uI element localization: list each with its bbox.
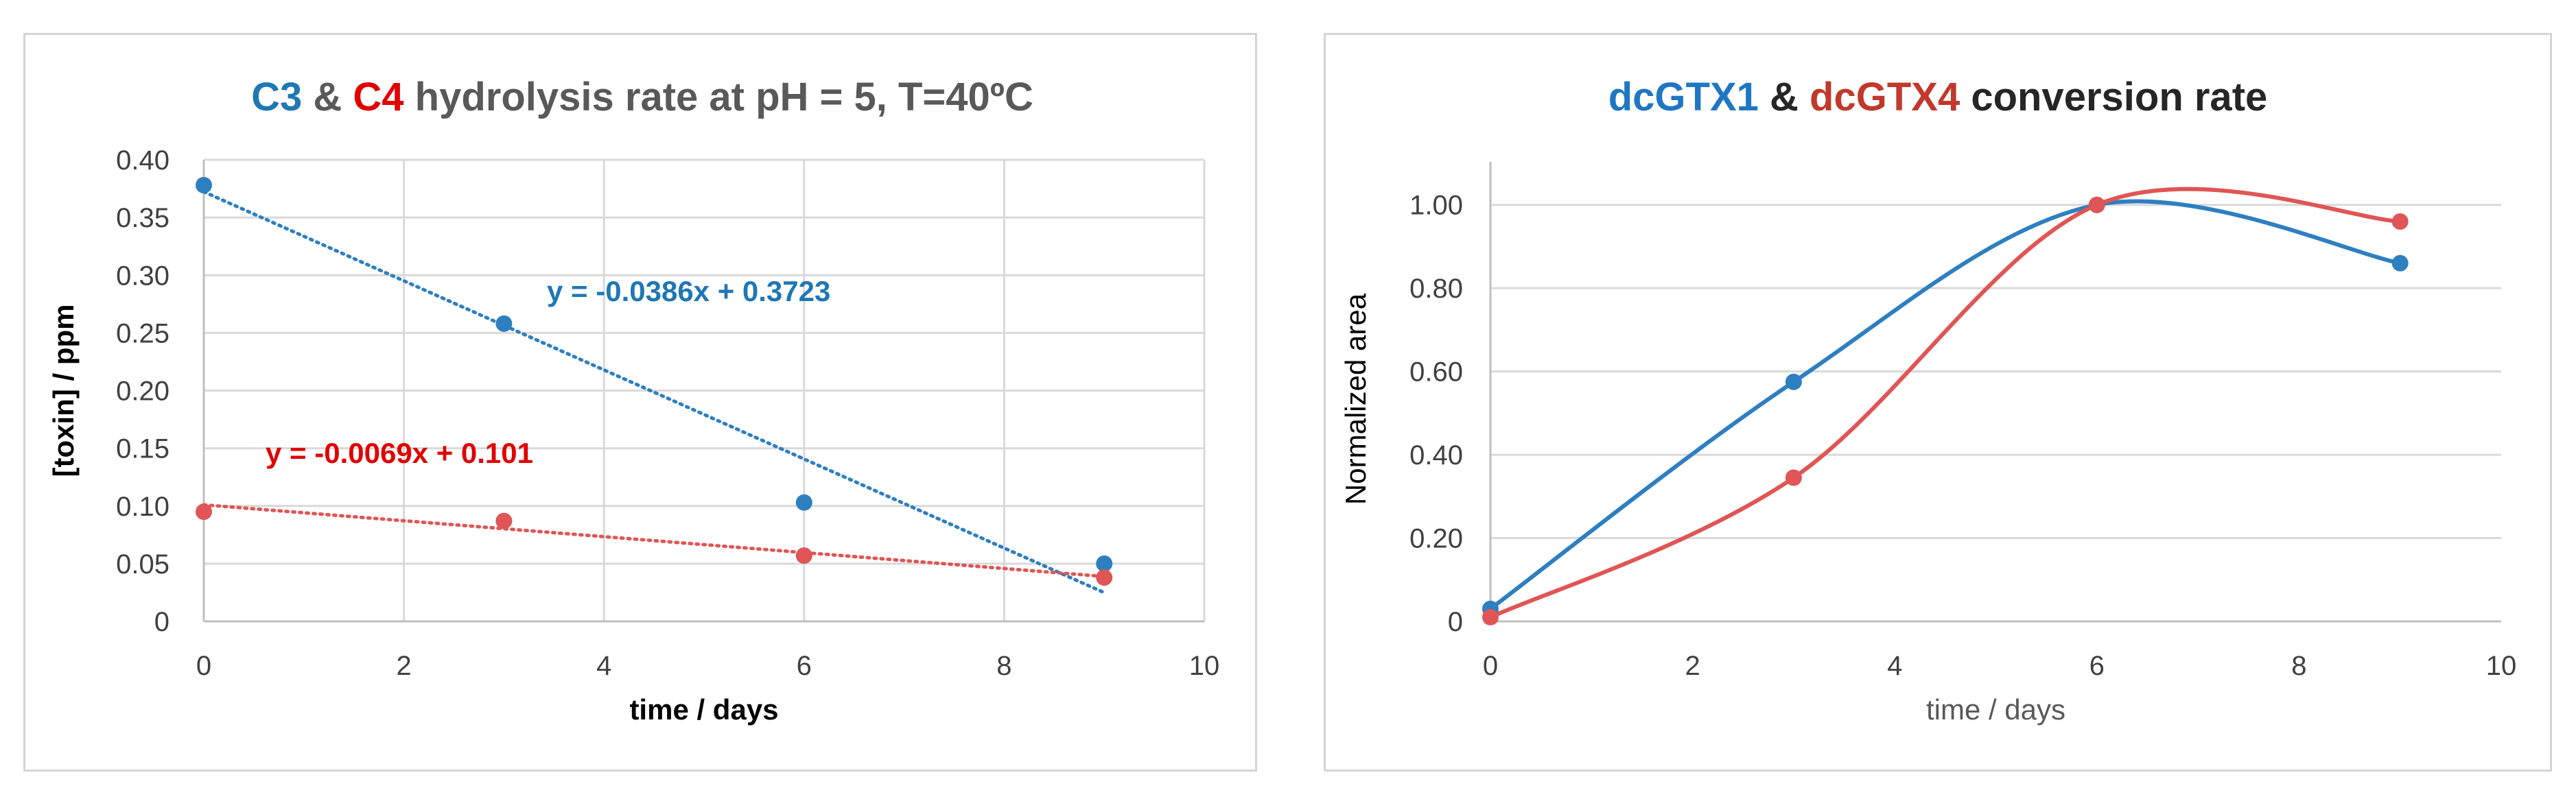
y-tick-label: 0.25 bbox=[116, 318, 169, 348]
y-tick-label: 0 bbox=[1448, 607, 1463, 637]
x-tick-label: 6 bbox=[2089, 651, 2105, 681]
chart-title-part: dcGTX1 bbox=[1608, 75, 1759, 119]
x-tick-label: 2 bbox=[1685, 651, 1700, 681]
y-tick-label: 0.80 bbox=[1409, 274, 1463, 304]
data-point-c4 bbox=[1096, 569, 1113, 586]
y-tick-label: 0.40 bbox=[116, 145, 169, 176]
x-tick-label: 8 bbox=[996, 651, 1011, 681]
x-tick-label: 10 bbox=[2486, 651, 2517, 681]
data-point-c3 bbox=[495, 315, 513, 332]
chart-panel-left: C3 & C4 hydrolysis rate at pH = 5, T=40º… bbox=[23, 33, 1257, 772]
series-line-dcgtx4 bbox=[1488, 187, 2402, 619]
data-point-dcgtx4 bbox=[1482, 608, 1499, 625]
trendline-c3 bbox=[202, 190, 1106, 595]
x-tick-label: 0 bbox=[1483, 651, 1498, 681]
data-point-c3 bbox=[795, 494, 812, 511]
data-point-c4 bbox=[495, 512, 513, 529]
y-tick-label: 0.15 bbox=[116, 434, 169, 464]
chart-title-part: C4 bbox=[353, 75, 403, 119]
data-point-c4 bbox=[795, 547, 812, 564]
x-tick-label: 8 bbox=[2291, 651, 2306, 681]
chart-title: dcGTX1 & dcGTX4 conversion rate bbox=[1608, 75, 2268, 119]
y-tick-label: 1.00 bbox=[1409, 191, 1463, 221]
trendline-c4 bbox=[202, 503, 1106, 579]
y-tick-label: 0 bbox=[154, 607, 169, 637]
y-tick-label: 0.40 bbox=[1409, 440, 1463, 470]
data-point-dcgtx1 bbox=[1785, 373, 1802, 390]
y-axis-title: Normalized area bbox=[1339, 293, 1372, 505]
y-tick-label: 0.20 bbox=[116, 377, 169, 407]
conversion-rate-chart: dcGTX1 & dcGTX4 conversion rate 0 0.20 0.40… bbox=[1339, 75, 2517, 726]
y-tick-label: 0.60 bbox=[1409, 357, 1463, 387]
y-axis-title: [toxin] / ppm bbox=[47, 305, 80, 477]
hydrolysis-rate-chart: C3 & C4 hydrolysis rate at pH = 5, T=40º… bbox=[47, 75, 1220, 726]
data-point-dcgtx4 bbox=[2391, 213, 2409, 230]
y-tick-label: 0.20 bbox=[1409, 524, 1463, 554]
trendline-equation-c3: y = -0.0386x + 0.3723 bbox=[547, 275, 830, 307]
data-point-dcgtx1 bbox=[2391, 254, 2409, 272]
chart-title-part: hydrolysis rate at pH = 5, T=40ºC bbox=[404, 75, 1033, 119]
chart-title: C3 & C4 hydrolysis rate at pH = 5, T=40º… bbox=[251, 75, 1033, 119]
data-point-c3 bbox=[196, 177, 212, 194]
y-tick-label: 0.35 bbox=[116, 203, 169, 233]
x-tick-label: 0 bbox=[196, 651, 211, 681]
chart-title-part: C3 bbox=[251, 75, 302, 119]
data-point-dcgtx4 bbox=[1785, 469, 1802, 486]
y-tick-label: 0.10 bbox=[116, 492, 169, 522]
chart-panel-right: dcGTX1 & dcGTX4 conversion rate 0 0.20 0.40… bbox=[1324, 33, 2552, 772]
x-tick-label: 2 bbox=[396, 651, 411, 681]
chart-title-part: & bbox=[1759, 75, 1810, 119]
x-tick-label: 10 bbox=[1189, 651, 1220, 681]
x-axis-title: time / days bbox=[1926, 693, 2065, 726]
chart-title-part: & bbox=[302, 75, 353, 119]
x-axis-title: time / days bbox=[629, 693, 778, 726]
data-point-c4 bbox=[196, 503, 212, 521]
chart-title-part: conversion rate bbox=[1960, 75, 2267, 119]
x-tick-label: 4 bbox=[596, 651, 611, 681]
chart-title-part: dcGTX4 bbox=[1810, 75, 1960, 119]
trendline-equation-c4: y = -0.0069x + 0.101 bbox=[266, 437, 533, 469]
data-point-c3 bbox=[1096, 555, 1113, 572]
x-tick-label: 4 bbox=[1887, 651, 1902, 681]
y-tick-label: 0.30 bbox=[116, 261, 169, 291]
series-line-dcgtx1 bbox=[1488, 199, 2402, 611]
y-tick-label: 0.05 bbox=[116, 549, 169, 580]
data-point-dcgtx4 bbox=[2088, 196, 2105, 213]
x-tick-label: 6 bbox=[797, 651, 812, 681]
